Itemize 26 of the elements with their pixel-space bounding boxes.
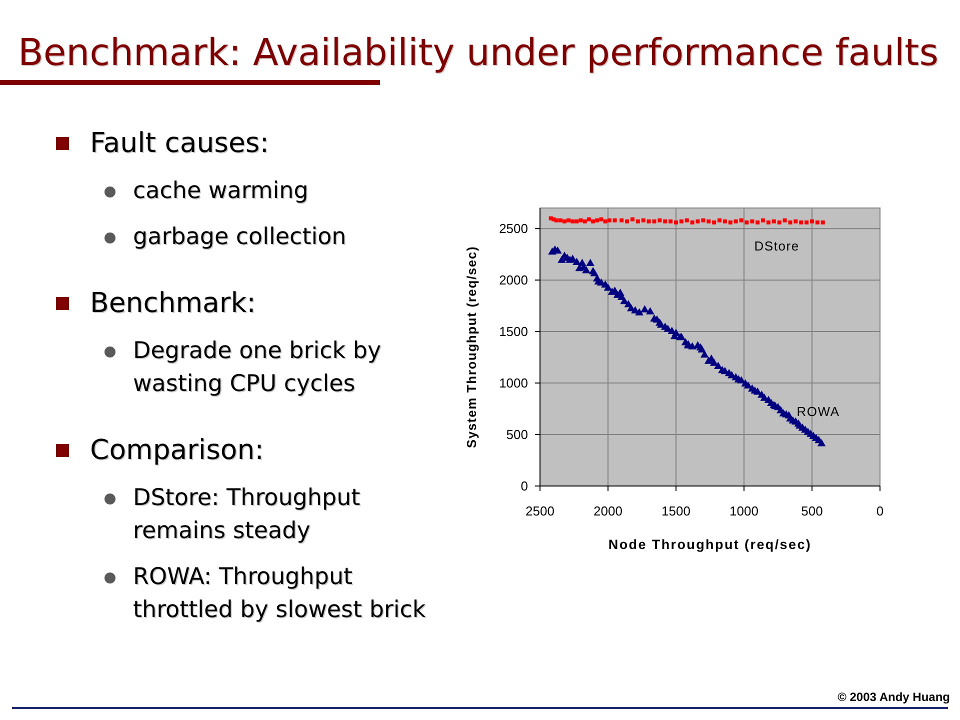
- text: Benchmark:: [90, 287, 256, 319]
- y-tick-label: 1000: [499, 376, 528, 391]
- text: garbage collection: [133, 224, 346, 250]
- y-axis-title: System Throughput (req/sec): [464, 246, 478, 448]
- y-tick-label: 2000: [499, 272, 528, 288]
- text: © 2003 Andy Huang: [838, 690, 950, 704]
- y-tick-label: 1500: [499, 324, 528, 340]
- x-tick-label: 1000: [730, 504, 758, 518]
- series-label: ROWA: [796, 403, 840, 418]
- x-tick-label: 1500: [662, 504, 690, 518]
- y-tick-label: 0: [520, 478, 528, 494]
- text: DStore: Throughput remains steady: [133, 485, 360, 544]
- x-tick-label: 0: [876, 504, 884, 518]
- x-tick-label: 2000: [594, 504, 622, 518]
- series-label: DStore: [754, 238, 800, 254]
- text: Degrade one brick by wasting CPU cycles: [133, 338, 382, 397]
- y-tick-label: 2500: [499, 221, 528, 236]
- y-tick-label: 500: [506, 427, 528, 442]
- x-tick-label: 500: [801, 504, 823, 518]
- chart-title: Benchmark: Availability under performance faults: [18, 30, 938, 74]
- text: Comparison:: [90, 434, 264, 466]
- x-tick-label: 2500: [526, 504, 554, 518]
- text: cache warming: [133, 178, 308, 204]
- x-axis-title: Node Throughput (req/sec): [608, 536, 812, 552]
- text: ROWA: Throughput throttled by slowest brick: [133, 564, 426, 623]
- text: Fault causes:: [90, 127, 269, 159]
